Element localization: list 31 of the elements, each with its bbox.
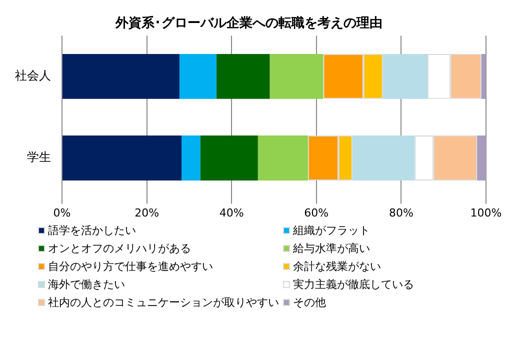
x-tick-label: 100%: [470, 206, 502, 220]
x-tick-label: 0%: [53, 206, 71, 220]
bar: [270, 54, 324, 99]
chart-title: 外資系･グローバル企業への転職を考えの理由: [114, 15, 382, 32]
bar: [382, 54, 428, 99]
bar: [481, 54, 486, 99]
bar: [62, 54, 180, 99]
bar: [216, 54, 270, 99]
bar: [200, 136, 258, 180]
legend-label: その他: [293, 295, 326, 310]
legend-label: 給与水準が高い: [293, 241, 370, 256]
bar: [477, 136, 486, 180]
legend-label: オンとオフのメリハリがある: [48, 241, 191, 256]
x-tick-label: 40%: [219, 206, 244, 220]
bar: [182, 136, 200, 180]
x-tick-label: 60%: [304, 206, 329, 220]
bar: [62, 136, 182, 180]
x-tick-label: 20%: [134, 206, 160, 220]
legend-label: 組織がフラット: [293, 223, 370, 238]
y-tick-label: 社会人: [15, 68, 51, 83]
bar: [352, 136, 415, 180]
bar: [258, 136, 308, 180]
legend-label: 自分のやり方で仕事を進めやすい: [48, 259, 213, 274]
legend-label: 余計な残業がない: [293, 259, 381, 274]
bar: [179, 54, 216, 99]
y-tick-label: 学生: [27, 150, 51, 164]
legend-label: 海外で働きたい: [48, 277, 125, 292]
legend-label: 社内の人とのコミュニケーションが取りやすい: [48, 295, 279, 310]
legend-label: 語学を活かしたい: [48, 223, 136, 238]
x-tick-label: 80%: [388, 206, 414, 220]
legend-label: 実力主義が徹底している: [293, 277, 414, 292]
